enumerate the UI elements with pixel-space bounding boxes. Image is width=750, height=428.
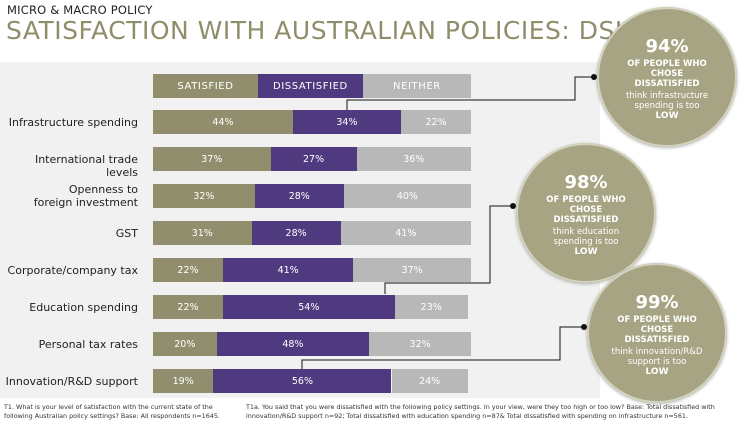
bar-segment-neither: 32% [369,332,471,356]
category-label: International trade levels [0,153,138,179]
data-label: 37% [401,264,423,276]
data-label: 24% [419,375,441,387]
data-label: 27% [303,153,325,165]
data-label: 32% [409,338,431,350]
category-label-line: GST [115,226,138,240]
data-label: 22% [425,116,447,128]
category-label: Corporate/company tax [0,264,138,277]
bar-segment-satisfied: 37% [153,147,271,171]
callout-badge: 98% OF PEOPLE WHO CHOSE DISSATISFIED think… [516,143,656,283]
data-label: 19% [172,375,194,387]
data-label: 44% [212,116,234,128]
bar-segment-satisfied: 20% [153,332,217,356]
category-label-line: Infrastructure spending [8,115,138,129]
callout-emphasis: LOW [645,367,669,377]
data-label: 22% [177,264,199,276]
bar-segment-neither: 23% [394,295,468,319]
callout-badge: 94% OF PEOPLE WHO CHOSE DISSATISFIED think… [597,7,737,147]
bar-segment-neither: 24% [391,369,468,393]
callout-badge: 99% OF PEOPLE WHO CHOSE DISSATISFIED think… [587,263,727,403]
data-label: 37% [201,153,223,165]
legend-neither: NEITHER [362,74,471,98]
callout-value: 98% [564,172,608,193]
callout-text: think education spending is too [552,227,620,247]
data-label: 28% [288,190,310,202]
bar-segment-neither: 36% [356,147,471,171]
bar-segment-neither: 41% [340,221,471,245]
data-label: 54% [298,301,320,313]
connector-dot [591,74,597,80]
footnote-left: T1. What is your level of satisfaction w… [4,403,220,420]
bar-segment-neither: 40% [343,184,471,208]
data-label: 28% [285,227,307,239]
page-title: SATISFACTION WITH AUSTRALIAN POLICIES: D… [6,16,623,45]
data-label: 36% [403,153,425,165]
category-label-line: Education spending [29,300,138,314]
category-label-line: Innovation/R&D support [5,374,138,388]
data-label: 34% [336,116,358,128]
bar-segment-satisfied: 31% [153,221,252,245]
data-label: 41% [277,264,299,276]
bar-segment-dissatisfied: 28% [251,221,341,245]
category-label: Innovation/R&D support [0,375,138,388]
category-label-line: International trade levels [34,152,138,179]
callout-subtitle: OF PEOPLE WHO CHOSE DISSATISFIED [546,195,626,225]
legend-dissatisfied: DISSATISFIED [257,74,363,98]
callout-emphasis: LOW [574,247,598,257]
category-label-line: Personal tax rates [38,337,138,351]
bar-segment-satisfied: 32% [153,184,255,208]
data-label: 56% [291,375,313,387]
category-label-line: foreign investment [33,196,138,209]
bar-segment-dissatisfied: 56% [213,369,392,393]
bar-segment-dissatisfied: 41% [222,258,354,282]
callout-subtitle: OF PEOPLE WHO CHOSE DISSATISFIED [617,315,697,345]
legend-satisfied: SATISFIED [153,74,258,98]
bar-segment-dissatisfied: 27% [270,147,357,171]
category-label-line: Openness to [68,183,138,196]
data-label: 23% [420,301,442,313]
callout-value: 99% [635,292,679,313]
bar-segment-dissatisfied: 34% [292,110,402,134]
data-label: 32% [193,190,215,202]
bar-segment-neither: 22% [401,110,471,134]
data-label: 41% [395,227,417,239]
connector-line [301,326,584,369]
connector-line [384,205,513,294]
callout-subtitle: OF PEOPLE WHO CHOSE DISSATISFIED [627,59,707,89]
bar-segment-dissatisfied: 54% [222,295,395,319]
footnote-right: T1a. You said that you were dissatisfied… [246,403,715,420]
callout-text: think infrastructure spending is too [625,91,709,111]
category-label: Personal tax rates [0,338,138,351]
callout-value: 94% [645,36,689,57]
bar-segment-satisfied: 22% [153,258,223,282]
connector-dot [510,203,516,209]
bar-segment-satisfied: 22% [153,295,223,319]
data-label: 40% [396,190,418,202]
callout-text: think innovation/R&D support is too [611,347,703,367]
connector-dot [581,324,587,330]
category-label-line: Corporate/company tax [7,263,138,277]
connector-line [346,76,594,110]
data-label: 22% [177,301,199,313]
data-label: 31% [191,227,213,239]
bar-segment-satisfied: 19% [153,369,214,393]
category-label: GST [0,227,138,240]
bar-segment-neither: 37% [353,258,471,282]
bar-segment-dissatisfied: 28% [254,184,344,208]
category-label: Openness to foreign investment [0,183,138,209]
bar-segment-dissatisfied: 48% [216,332,370,356]
category-label: Infrastructure spending [0,116,138,129]
bar-segment-satisfied: 44% [153,110,293,134]
callout-emphasis: LOW [655,111,679,121]
category-label: Education spending [0,301,138,314]
data-label: 48% [282,338,304,350]
section-kicker: MICRO & MACRO POLICY [7,3,153,17]
data-label: 20% [174,338,196,350]
